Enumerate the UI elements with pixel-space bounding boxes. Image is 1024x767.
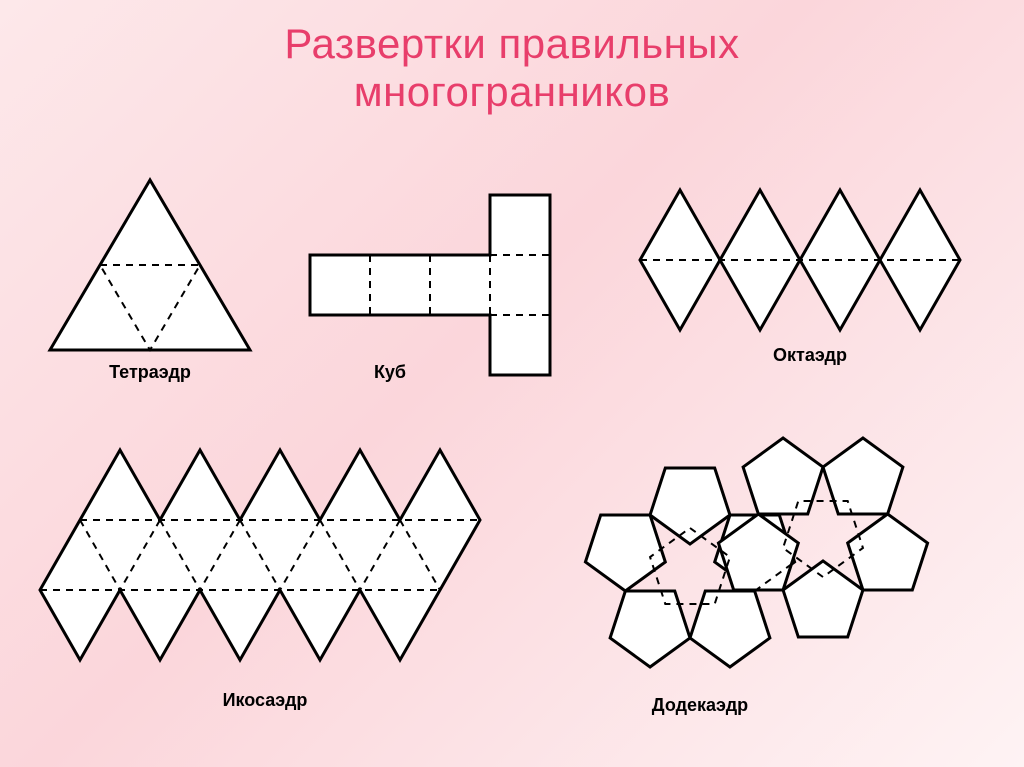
- dodecahedron-net: [540, 395, 980, 715]
- page-title: Развертки правильных многогранников: [0, 20, 1024, 117]
- icosahedron-net: [30, 430, 500, 680]
- cube-label: Куб: [300, 362, 480, 383]
- title-line-1: Развертки правильных: [284, 20, 739, 67]
- dodecahedron-label: Додекаэдр: [560, 695, 840, 716]
- tetrahedron-net: [40, 170, 260, 360]
- title-line-2: многогранников: [354, 68, 671, 115]
- icosahedron-label: Икосаэдр: [30, 690, 500, 711]
- tetrahedron-label: Тетраэдр: [40, 362, 260, 383]
- octahedron-net: [630, 178, 990, 343]
- cube-net: [300, 185, 590, 385]
- octahedron-label: Октаэдр: [630, 345, 990, 366]
- slide-content: Развертки правильных многогранников Тетр…: [0, 0, 1024, 767]
